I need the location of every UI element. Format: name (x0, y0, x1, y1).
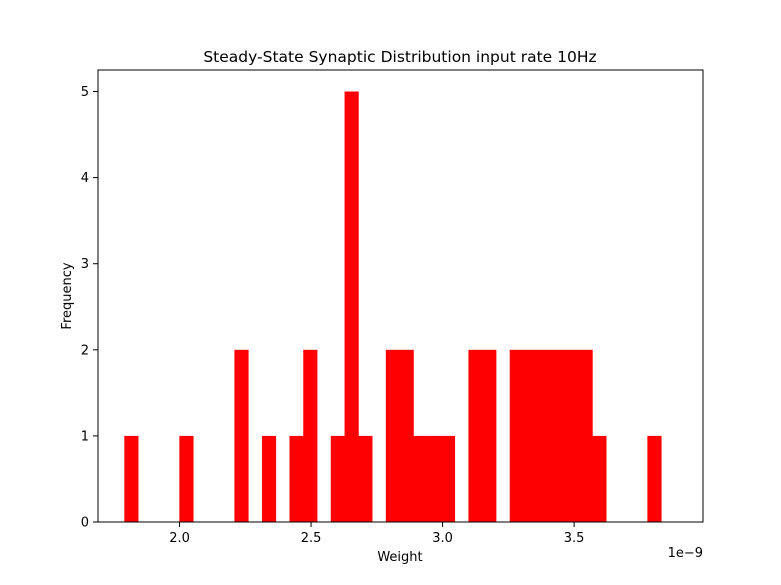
histogram-bar (427, 435, 442, 522)
bars-group (124, 91, 662, 523)
histogram-bar (509, 349, 524, 522)
histogram-bar (468, 349, 483, 522)
histogram-bar (179, 435, 194, 522)
histogram-bar (537, 349, 552, 522)
histogram-bar (564, 349, 579, 522)
histogram-bar (413, 435, 428, 522)
histogram-bar (592, 435, 607, 522)
histogram-bar (261, 435, 277, 522)
y-tick-label: 2 (81, 343, 89, 358)
histogram-bar (358, 435, 373, 522)
histogram-bar (647, 435, 662, 522)
histogram-bar (234, 349, 249, 522)
histogram-bar (578, 349, 593, 522)
histogram-bar (399, 349, 414, 522)
x-tick-label: 2.5 (301, 531, 322, 546)
y-axis: 0 1 2 3 4 5 (81, 85, 98, 531)
histogram-bar (385, 349, 401, 522)
x-axis-label: Weight (377, 550, 422, 565)
x-axis-offset-label: 1e−9 (668, 546, 703, 561)
plot-frame (97, 69, 704, 523)
chart-title: Steady-State Synaptic Distribution input… (203, 48, 596, 66)
y-tick-label: 0 (81, 516, 89, 531)
histogram-bar (344, 91, 359, 523)
y-axis-label: Frequency (60, 262, 75, 329)
x-tick-label: 3.0 (432, 531, 453, 546)
histogram-bar (289, 435, 304, 522)
histogram-bar (330, 435, 345, 522)
histogram-bar (523, 349, 538, 522)
y-tick-label: 1 (81, 429, 89, 444)
y-tick-label: 5 (81, 85, 89, 100)
histogram-bar (124, 435, 139, 522)
histogram-bar (482, 349, 497, 522)
histogram-bar (303, 349, 318, 522)
y-tick-label: 3 (81, 257, 89, 272)
x-tick-label: 3.5 (564, 531, 585, 546)
histogram-bar (440, 435, 456, 522)
x-tick-label: 2.0 (169, 531, 190, 546)
x-axis: 2.0 2.5 3.0 3.5 (169, 522, 584, 546)
histogram-bar (551, 349, 566, 522)
y-tick-label: 4 (81, 171, 89, 186)
